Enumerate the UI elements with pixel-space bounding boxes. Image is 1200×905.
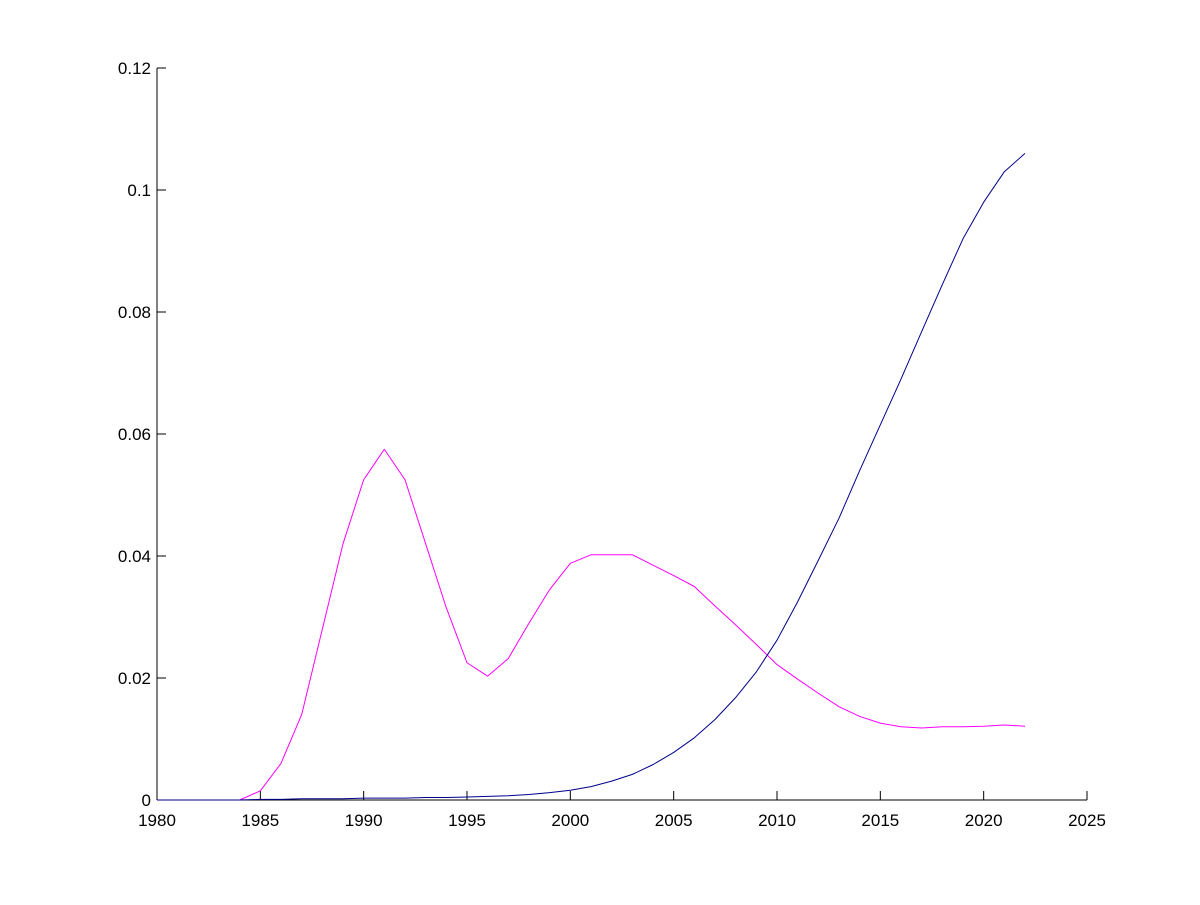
x-tick-label: 1980 [138,811,176,830]
x-tick-label: 2020 [965,811,1003,830]
x-tick-label: 2010 [758,811,796,830]
y-tick-label: 0 [142,791,151,810]
y-tick-label: 0.08 [118,303,151,322]
x-tick-label: 1995 [448,811,486,830]
x-tick-label: 1990 [345,811,383,830]
y-tick-label: 0.02 [118,669,151,688]
y-tick-label: 0.06 [118,425,151,444]
series-line-navy [157,153,1026,801]
x-tick-label: 1985 [241,811,279,830]
y-tick-label: 0.04 [118,547,151,566]
x-tick-label: 2015 [861,811,899,830]
plot-area [157,153,1026,801]
y-tick-label: 0.1 [127,181,151,200]
series-line-magenta [157,448,1026,801]
x-tick-label: 2000 [551,811,589,830]
x-tick-label: 2025 [1068,811,1106,830]
axes: 1980 1985 1990 1995 2000 2005 2010 2015 2020 2025… [118,59,1106,830]
x-tick-label: 2005 [655,811,693,830]
y-tick-label: 0.12 [118,59,151,78]
